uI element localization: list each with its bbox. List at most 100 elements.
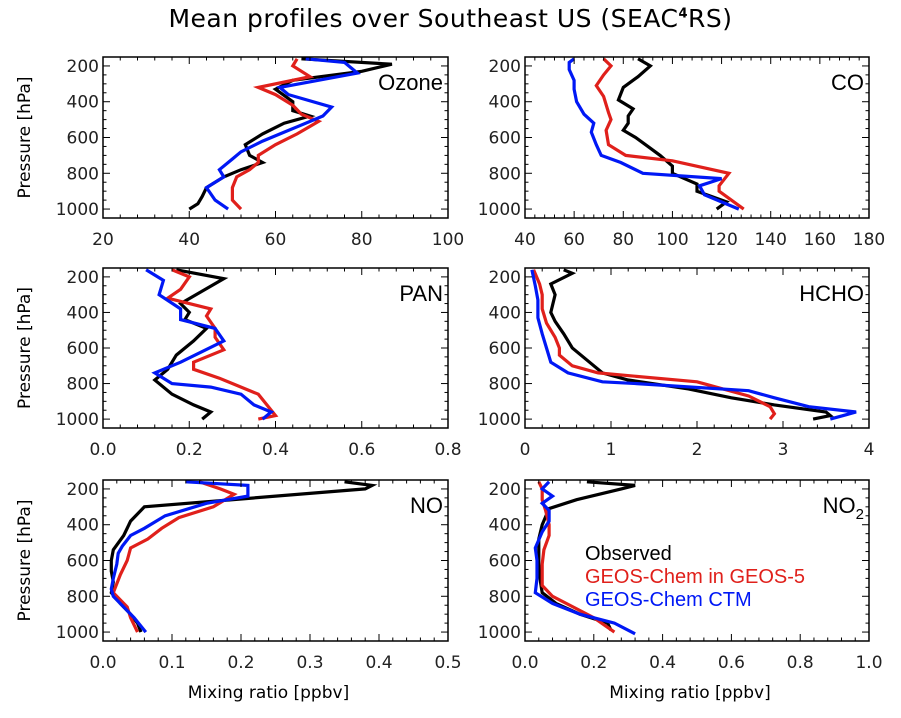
plot-frame	[524, 479, 870, 642]
x-tick-label: 0.0	[89, 440, 116, 460]
title-superscript: 4	[678, 6, 689, 22]
y-tick-label: 200	[489, 480, 521, 500]
panel-ozone: 20 40 60 80 100 200 400 600 800 1000 Ozone Pressure…	[15, 56, 464, 250]
y-tick-label: 800	[489, 164, 521, 184]
x-tick-label: 0.4	[649, 653, 676, 673]
y-tick-label: 600	[489, 129, 521, 149]
x-tick-label: 60	[265, 230, 287, 250]
x-tick-label: 160	[804, 230, 836, 250]
y-tick-label: 1000	[56, 200, 99, 220]
y-tick-label: 1000	[478, 410, 521, 430]
x-tick-label: 0.4	[365, 653, 392, 673]
legend-entry: GEOS-Chem in GEOS-5	[585, 566, 805, 588]
title-end: RS)	[688, 4, 733, 33]
title-main: Mean profiles over Southeast US (SEAC	[168, 4, 679, 33]
x-tick-label: 2	[692, 440, 703, 460]
y-tick-label: 400	[489, 516, 521, 536]
legend-entry: GEOS-Chem CTM	[585, 589, 752, 611]
x-tick-label: 0.8	[434, 440, 461, 460]
series-line-geos5	[230, 57, 323, 211]
y-tick-label: 600	[67, 339, 99, 359]
y-tick-label: 800	[489, 375, 521, 395]
x-tick-label: 120	[705, 230, 737, 250]
x-tick-label: 0.2	[580, 653, 607, 673]
panel-no: 0.0 0.1 0.2 0.3 0.4 0.5 200 400 600 800 1000 NO Pres…	[15, 479, 462, 703]
x-tick-label: 40	[514, 230, 536, 250]
panel-label: NO	[410, 493, 443, 518]
y-tick-label: 600	[489, 552, 521, 572]
series-line-observed	[548, 268, 834, 421]
series-group	[530, 268, 857, 421]
y-axis-title: Pressure [hPa]	[15, 500, 35, 622]
x-tick-label: 0.0	[89, 653, 116, 673]
x-tick-label: 0.3	[296, 653, 323, 673]
y-tick-label: 1000	[56, 410, 99, 430]
panel-pan: 0.0 0.2 0.4 0.6 0.8 200 400 600 800 1000 PAN Pressu…	[15, 267, 462, 460]
series-line-ctm	[530, 269, 857, 421]
y-tick-label: 200	[489, 57, 521, 77]
x-tick-label: 40	[178, 230, 200, 250]
series-line-observed	[616, 57, 730, 211]
panel-label: Ozone	[378, 70, 443, 95]
y-tick-label: 200	[67, 57, 99, 77]
x-tick-label: 1.0	[855, 653, 882, 673]
series-line-ctm	[567, 57, 740, 211]
series-group	[145, 268, 279, 421]
x-tick-label: 0.6	[718, 653, 745, 673]
y-tick-label: 800	[67, 164, 99, 184]
series-group	[533, 480, 636, 636]
y-tick-label: 1000	[478, 200, 521, 220]
plot-frame	[102, 267, 449, 429]
y-tick-label: 600	[489, 339, 521, 359]
y-tick-label: 200	[67, 268, 99, 288]
panel-label: CO	[831, 70, 864, 95]
x-axis-title: Mixing ratio [ppbv]	[188, 683, 349, 703]
y-tick-label: 800	[67, 587, 99, 607]
y-tick-label: 400	[489, 93, 521, 113]
y-tick-label: 200	[489, 268, 521, 288]
x-tick-label: 3	[778, 440, 789, 460]
y-tick-label: 600	[67, 552, 99, 572]
y-tick-label: 1000	[56, 623, 99, 643]
series-line-geos5	[163, 268, 279, 421]
plot-frame	[102, 479, 449, 642]
y-axis-title: Pressure [hPa]	[15, 77, 35, 199]
y-tick-label: 600	[67, 129, 99, 149]
x-tick-label: 0.2	[176, 440, 203, 460]
chart-title: Mean profiles over Southeast US (SEAC4RS…	[0, 4, 901, 33]
series-line-ctm	[204, 57, 362, 211]
series-line-geos5	[532, 269, 777, 421]
y-tick-label: 200	[67, 480, 99, 500]
x-tick-label: 180	[853, 230, 885, 250]
x-axis-title: Mixing ratio [ppbv]	[609, 683, 770, 703]
x-tick-label: 0.2	[227, 653, 254, 673]
y-tick-label: 800	[489, 587, 521, 607]
panel-co: 40 60 80 100 120 140 160 180 200 400 600 800 1000 CO	[478, 56, 885, 250]
x-tick-label: 140	[754, 230, 786, 250]
x-tick-label: 80	[351, 230, 373, 250]
series-line-observed	[152, 268, 229, 421]
series-group	[188, 57, 393, 211]
x-tick-label: 80	[612, 230, 634, 250]
x-tick-label: 1	[606, 440, 617, 460]
x-tick-label: 0.0	[511, 653, 538, 673]
y-tick-label: 400	[67, 303, 99, 323]
x-tick-label: 0	[520, 440, 531, 460]
series-line-ctm	[533, 480, 636, 636]
series-line-geos5	[594, 57, 745, 211]
y-tick-label: 400	[67, 516, 99, 536]
y-tick-label: 400	[489, 303, 521, 323]
series-line-ctm	[145, 268, 275, 421]
y-tick-label: 800	[67, 375, 99, 395]
series-group	[567, 57, 745, 211]
y-tick-label: 400	[67, 93, 99, 113]
legend-entry: Observed	[585, 543, 672, 565]
panel-label: HCHO	[799, 281, 864, 306]
series-line-ctm	[109, 480, 250, 634]
x-tick-label: 100	[656, 230, 688, 250]
series-line-geos5	[111, 480, 238, 633]
y-axis-title: Pressure [hPa]	[15, 287, 35, 409]
x-tick-label: 0.6	[348, 440, 375, 460]
x-tick-label: 0.5	[434, 653, 461, 673]
y-tick-label: 1000	[478, 623, 521, 643]
